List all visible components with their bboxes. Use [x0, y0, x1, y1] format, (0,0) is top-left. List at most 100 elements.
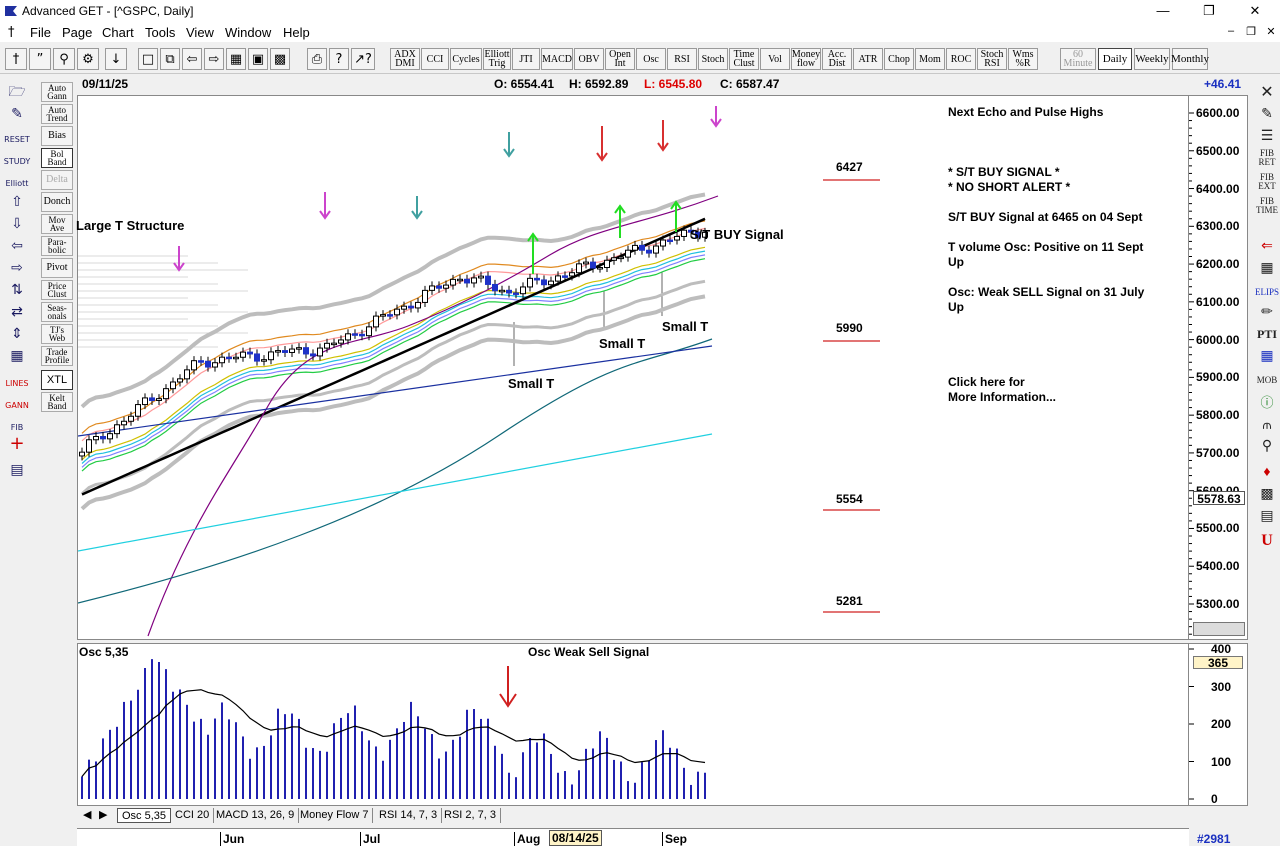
- tile-icon[interactable]: ▩: [270, 48, 290, 70]
- tool-mov-ave[interactable]: Mov Ave: [41, 214, 73, 234]
- tool-kelt-band[interactable]: Kelt Band: [41, 392, 73, 412]
- study-obv[interactable]: OBV: [574, 48, 604, 70]
- menu-file[interactable]: File: [30, 25, 51, 40]
- new-page-icon[interactable]: □: [138, 48, 158, 70]
- tool-auto-gann[interactable]: Auto Gann: [41, 82, 73, 102]
- timeframe-60-minute[interactable]: 60 Minute: [1060, 48, 1096, 70]
- study-rsi[interactable]: RSI: [667, 48, 697, 70]
- quote-icon[interactable]: ”: [29, 48, 51, 70]
- zoom-icon[interactable]: ⇕: [11, 326, 23, 342]
- ruler-icon[interactable]: ✏: [1261, 304, 1273, 320]
- tab-cci[interactable]: CCI 20: [171, 808, 215, 823]
- timeframe-monthly[interactable]: Monthly: [1171, 48, 1209, 70]
- study-open-int[interactable]: Open Int: [605, 48, 635, 70]
- elliott-icon[interactable]: Elliott: [5, 179, 29, 188]
- fib-ext-icon[interactable]: FIB EXT: [1258, 172, 1276, 191]
- context-help-icon[interactable]: ↗?: [351, 48, 375, 70]
- menu-page[interactable]: Page: [62, 25, 93, 40]
- fib-time-icon[interactable]: FIB TIME: [1256, 196, 1278, 215]
- gann-icon[interactable]: GANN: [5, 401, 29, 410]
- tool-trade-profile[interactable]: Trade Profile: [41, 346, 73, 366]
- magnet-icon[interactable]: U: [1261, 531, 1273, 549]
- study-macd[interactable]: MACD: [541, 48, 573, 70]
- tool-seasonals[interactable]: Seas- onals: [41, 302, 73, 322]
- table-icon[interactable]: ▦: [1260, 348, 1274, 364]
- tool-parabolic[interactable]: Para- bolic: [41, 236, 73, 256]
- tool-delta[interactable]: Delta: [41, 170, 73, 190]
- elips-icon[interactable]: ELIPS: [1255, 286, 1280, 297]
- grid-icon[interactable]: ▦: [10, 348, 24, 364]
- lines-icon[interactable]: ☰: [1260, 128, 1274, 144]
- crosshair-icon[interactable]: +: [9, 433, 25, 454]
- menu-help[interactable]: Help: [283, 25, 310, 40]
- mob-icon[interactable]: MOB: [1256, 374, 1278, 385]
- tool-price-clust[interactable]: Price Clust: [41, 280, 73, 300]
- copy-icon[interactable]: ⧉: [160, 48, 180, 70]
- printer-icon[interactable]: ⎙: [307, 48, 327, 70]
- arrow-left-icon[interactable]: ⇦: [11, 238, 23, 254]
- expand-icon[interactable]: ⇅: [11, 282, 23, 298]
- tab-rsi-2[interactable]: RSI 2, 7, 3: [440, 808, 501, 823]
- study-vol[interactable]: Vol: [760, 48, 790, 70]
- pencil-icon[interactable]: ✎: [11, 106, 23, 122]
- study-wms-r[interactable]: Wms %R: [1008, 48, 1038, 70]
- axis-scale-icon[interactable]: [1193, 622, 1245, 636]
- mdi-restore-icon[interactable]: ❐: [1246, 26, 1256, 38]
- study-osc[interactable]: Osc: [636, 48, 666, 70]
- study-chop[interactable]: Chop: [884, 48, 914, 70]
- study-mom[interactable]: Mom: [915, 48, 945, 70]
- restore-icon[interactable]: ❐: [1203, 3, 1215, 18]
- study-jti[interactable]: JTI: [512, 48, 540, 70]
- arrow-left-tool-icon[interactable]: ⇐: [1261, 238, 1273, 254]
- layout-icon[interactable]: ▦: [226, 48, 246, 70]
- study-atr[interactable]: ATR: [853, 48, 883, 70]
- tool-xtl[interactable]: XTL: [41, 370, 73, 390]
- tool-donch[interactable]: Donch: [41, 192, 73, 212]
- scroll-left-icon[interactable]: ⇦: [182, 48, 202, 70]
- fib-ret-icon[interactable]: FIB RET: [1258, 148, 1276, 167]
- help-icon[interactable]: ?: [329, 48, 349, 70]
- arrow-down-icon[interactable]: ⇩: [11, 216, 23, 232]
- arrow-up-icon[interactable]: ⇧: [11, 194, 23, 210]
- study-elliott-trig[interactable]: Elliott Trig: [483, 48, 511, 70]
- study-acc-dist[interactable]: Acc. Dist: [822, 48, 852, 70]
- tab-osc[interactable]: Osc 5,35: [117, 808, 172, 823]
- reset-icon[interactable]: RESET: [4, 135, 30, 144]
- tab-macd[interactable]: MACD 13, 26, 9: [212, 808, 300, 823]
- close-tool-icon[interactable]: ✕: [1260, 83, 1274, 101]
- tool-bias[interactable]: Bias: [41, 126, 73, 146]
- window-icon[interactable]: ▣: [248, 48, 268, 70]
- magnifier-icon[interactable]: ⚲: [53, 48, 75, 70]
- pti-icon[interactable]: PTI: [1256, 326, 1277, 341]
- oscillator-panel[interactable]: Osc 5,35 Osc Weak Sell Signal: [77, 643, 1189, 806]
- arrow-right-icon[interactable]: ⇨: [11, 260, 23, 276]
- tab-scroll-right-icon[interactable]: ▶: [99, 809, 108, 821]
- study-roc[interactable]: ROC: [946, 48, 976, 70]
- zoom-tool-icon[interactable]: ⚲: [1261, 438, 1273, 454]
- fib-icon[interactable]: FIB: [10, 423, 24, 432]
- pattern-icon[interactable]: ▩: [1260, 486, 1274, 502]
- timeframe-daily[interactable]: Daily: [1098, 48, 1132, 70]
- tool-auto-trend[interactable]: Auto Trend: [41, 104, 73, 124]
- close-icon[interactable]: ✕: [1249, 3, 1261, 18]
- scroll-right-icon[interactable]: ⇨: [204, 48, 224, 70]
- mdi-close-icon[interactable]: ✕: [1266, 26, 1276, 38]
- study-icon[interactable]: STUDY: [3, 157, 31, 166]
- minimize-icon[interactable]: —: [1156, 3, 1170, 18]
- study-stoch-rsi[interactable]: Stoch RSI: [977, 48, 1007, 70]
- lines-icon[interactable]: LINES: [5, 379, 29, 388]
- study-money-flow[interactable]: Money flow: [791, 48, 821, 70]
- study-stoch[interactable]: Stoch: [698, 48, 728, 70]
- settings-icon[interactable]: ▤: [10, 462, 24, 478]
- grid-tool-icon[interactable]: ▦: [1260, 260, 1274, 276]
- menu-chart[interactable]: Chart: [102, 25, 134, 40]
- eraser-icon[interactable]: ♦: [1263, 464, 1271, 480]
- info-icon[interactable]: ⓘ: [1260, 394, 1274, 410]
- tool-bol-band[interactable]: Bol Band: [41, 148, 73, 168]
- price-chart[interactable]: Large T Structure S/T BUY Signal Small T…: [76, 95, 1189, 640]
- tab-scroll-left-icon[interactable]: ◀: [83, 809, 92, 821]
- book-icon[interactable]: ▤: [1260, 508, 1274, 524]
- arrow-down-icon[interactable]: ↓: [105, 48, 127, 70]
- study-time-clust[interactable]: Time Clust: [729, 48, 759, 70]
- gear-icon[interactable]: ⚙: [77, 48, 99, 70]
